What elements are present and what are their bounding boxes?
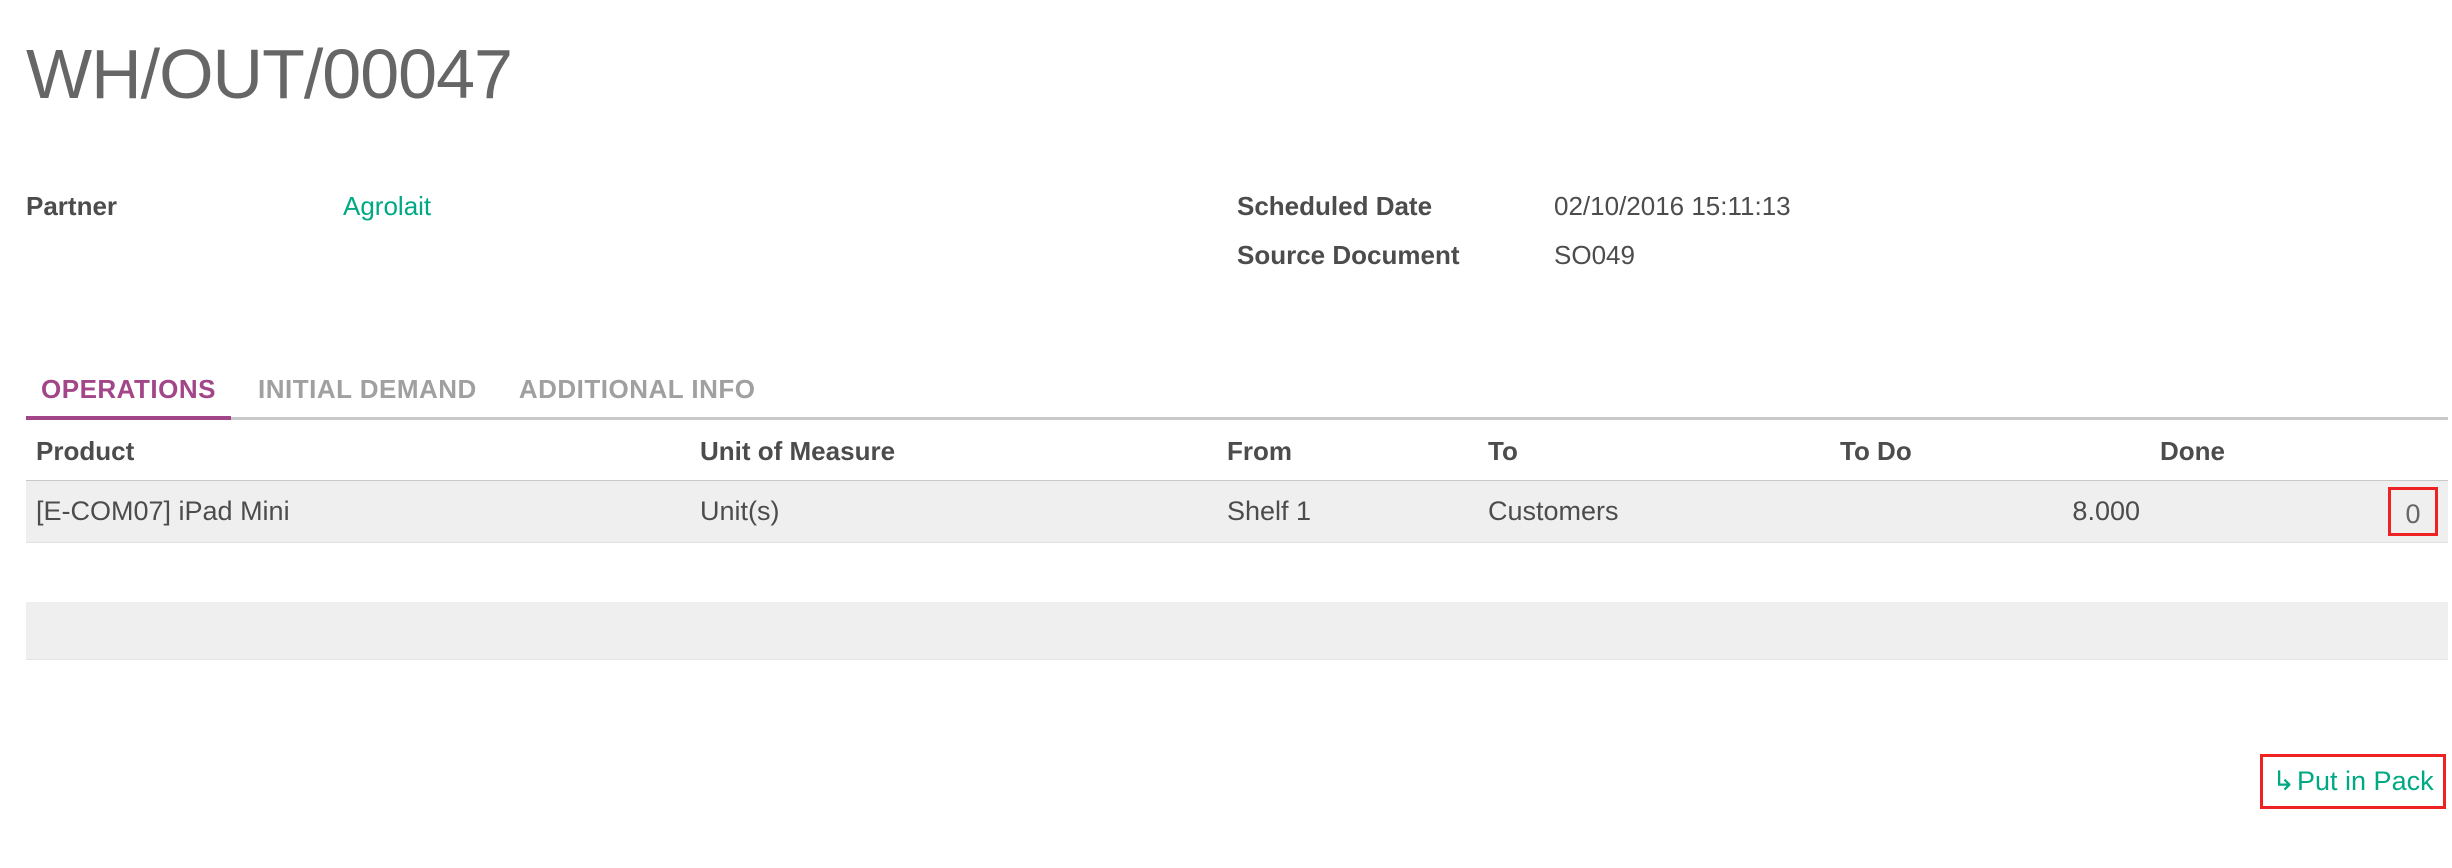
field-group: Partner Agrolait Scheduled Date 02/10/20… [26,190,2448,288]
notebook-tabs: OPERATIONS INITIAL DEMAND ADDITIONAL INF… [26,374,2448,420]
tab-initial-demand[interactable]: INITIAL DEMAND [257,374,477,404]
operations-table: Product Unit of Measure From To To Do Do… [26,423,2448,543]
partner-link[interactable]: Agrolait [343,191,432,221]
source-document-label: Source Document [1237,240,1460,270]
source-document-field: Source Document SO049 [1237,239,2448,272]
col-header-todo: To Do [1830,423,2150,481]
tab-additional-info[interactable]: ADDITIONAL INFO [518,374,756,404]
scheduled-date-label: Scheduled Date [1237,191,1433,221]
partner-label: Partner [26,191,118,221]
col-header-uom: Unit of Measure [690,423,1217,481]
operation-row-to[interactable]: Customers [1478,480,1830,543]
delivery-order-form: WH/OUT/00047 Partner Agrolait Scheduled … [0,36,2452,868]
col-header-done: Done [2150,423,2448,481]
operation-row-from[interactable]: Shelf 1 [1217,480,1478,543]
field-column-right: Scheduled Date 02/10/2016 15:11:13 Sourc… [1237,190,2448,288]
col-header-from: From [1217,423,1478,481]
put-in-pack-label: Put in Pack [2297,765,2434,796]
put-in-pack-button[interactable]: ↳ Put in Pack [2260,753,2446,809]
scheduled-date-value[interactable]: 02/10/2016 15:11:13 [1554,191,1791,221]
put-in-pack-arrow-icon: ↳ [2272,765,2296,796]
operation-row-product[interactable]: [E-COM07] iPad Mini [26,480,690,543]
partner-field: Partner Agrolait [26,190,1237,223]
scheduled-date-field: Scheduled Date 02/10/2016 15:11:13 [1237,190,2448,223]
col-header-product: Product [26,423,690,481]
operations-table-header: Product Unit of Measure From To To Do Do… [26,423,2448,481]
done-qty-value[interactable]: 0 [2405,498,2421,529]
operation-row-done-cell: 0 [2150,480,2448,543]
done-qty-highlight-box: 0 [2388,486,2438,536]
empty-row-placeholder [26,601,2448,660]
source-document-value[interactable]: SO049 [1554,240,1635,270]
operation-row-uom[interactable]: Unit(s) [690,480,1217,543]
operation-row[interactable]: [E-COM07] iPad Mini Unit(s) Shelf 1 Cust… [26,480,2448,543]
tab-operations[interactable]: OPERATIONS [26,374,231,420]
form-footer: ↳ Put in Pack [26,753,2446,809]
field-column-left: Partner Agrolait [26,190,1237,288]
operation-row-todo: 8.000 [1830,480,2150,543]
page-title: WH/OUT/00047 [26,35,513,113]
col-header-to: To [1478,423,1830,481]
